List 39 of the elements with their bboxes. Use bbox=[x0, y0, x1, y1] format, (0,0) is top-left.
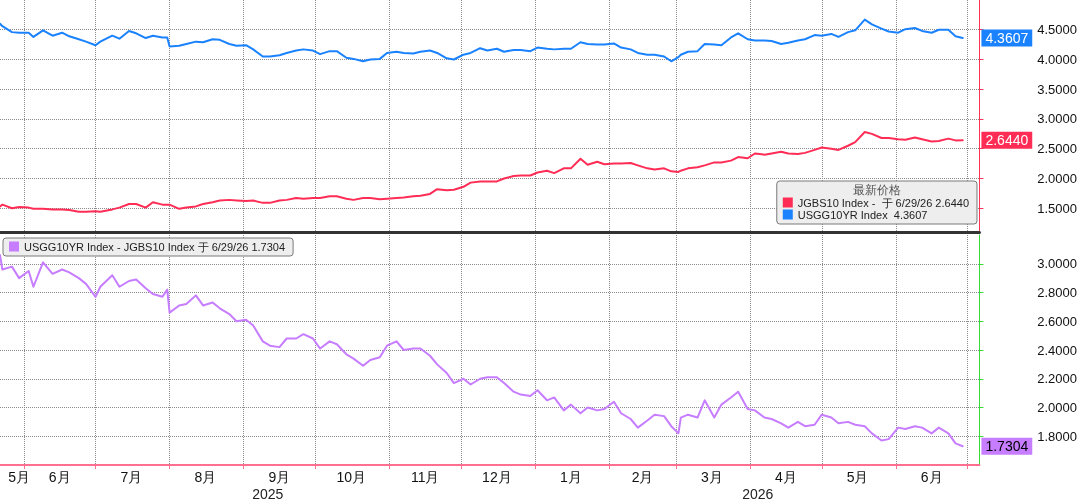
legend-title: 最新价格 bbox=[852, 183, 901, 197]
y-tick-label: 2.8000 bbox=[1037, 285, 1077, 300]
legend-label: JGBS10 Index - 于 6/29/26 2.6440 bbox=[797, 196, 970, 209]
x-tick-label: 3月 bbox=[700, 469, 723, 485]
x-tick-label: 9月 bbox=[268, 469, 291, 485]
y-tick-label: 4.5000 bbox=[1037, 22, 1077, 38]
x-tick-label: 12月 bbox=[482, 469, 512, 485]
data-label: 4.3607 bbox=[985, 30, 1029, 47]
y-tick-label: 1.8000 bbox=[1037, 428, 1077, 444]
legend-label: USGG10YR Index 4.3607 bbox=[797, 208, 928, 221]
y-tick-label: 4.0000 bbox=[1037, 51, 1077, 67]
x-tick-label: 6月 bbox=[920, 469, 943, 485]
y-tick-label: 2.0000 bbox=[1037, 400, 1077, 415]
x-tick-label: 5月 bbox=[846, 469, 869, 485]
x-tick-label: 6月 bbox=[48, 469, 71, 485]
x-tick-label: 8月 bbox=[194, 469, 217, 485]
x-tick-label: 1月 bbox=[560, 469, 582, 485]
text: 2026 bbox=[742, 486, 774, 500]
y-tick-label: 2.5000 bbox=[1037, 141, 1077, 157]
x-tick-label: 7月 bbox=[120, 469, 143, 485]
line-series bbox=[0, 254, 964, 448]
data-label: 2.6440 bbox=[985, 132, 1029, 149]
y-tick-label: 2.2000 bbox=[1037, 371, 1077, 387]
data-label: 1.7304 bbox=[985, 438, 1029, 455]
x-tick-label: 10月 bbox=[336, 469, 366, 485]
y-tick-label: 3.5000 bbox=[1037, 81, 1077, 97]
y-tick-label: 2.6000 bbox=[1037, 313, 1077, 329]
line-series bbox=[0, 18, 964, 63]
y-tick-label: 3.0000 bbox=[1037, 111, 1077, 127]
y-tick-label: 3.0000 bbox=[1037, 256, 1077, 272]
y-tick-label: 2.0000 bbox=[1037, 170, 1077, 186]
text: 2025 bbox=[252, 486, 284, 500]
x-tick-label: 5月 bbox=[8, 469, 31, 485]
y-tick-label: 1.5000 bbox=[1037, 200, 1077, 216]
x-tick-label: 4月 bbox=[775, 469, 797, 485]
y-tick-label: 2.4000 bbox=[1037, 342, 1077, 358]
legend-label: USGG10YR Index - JGBS10 Index 于 6/29/26 1.7304 bbox=[24, 240, 286, 253]
x-tick-label: 11月 bbox=[410, 469, 440, 485]
x-tick-label: 2月 bbox=[631, 469, 654, 485]
